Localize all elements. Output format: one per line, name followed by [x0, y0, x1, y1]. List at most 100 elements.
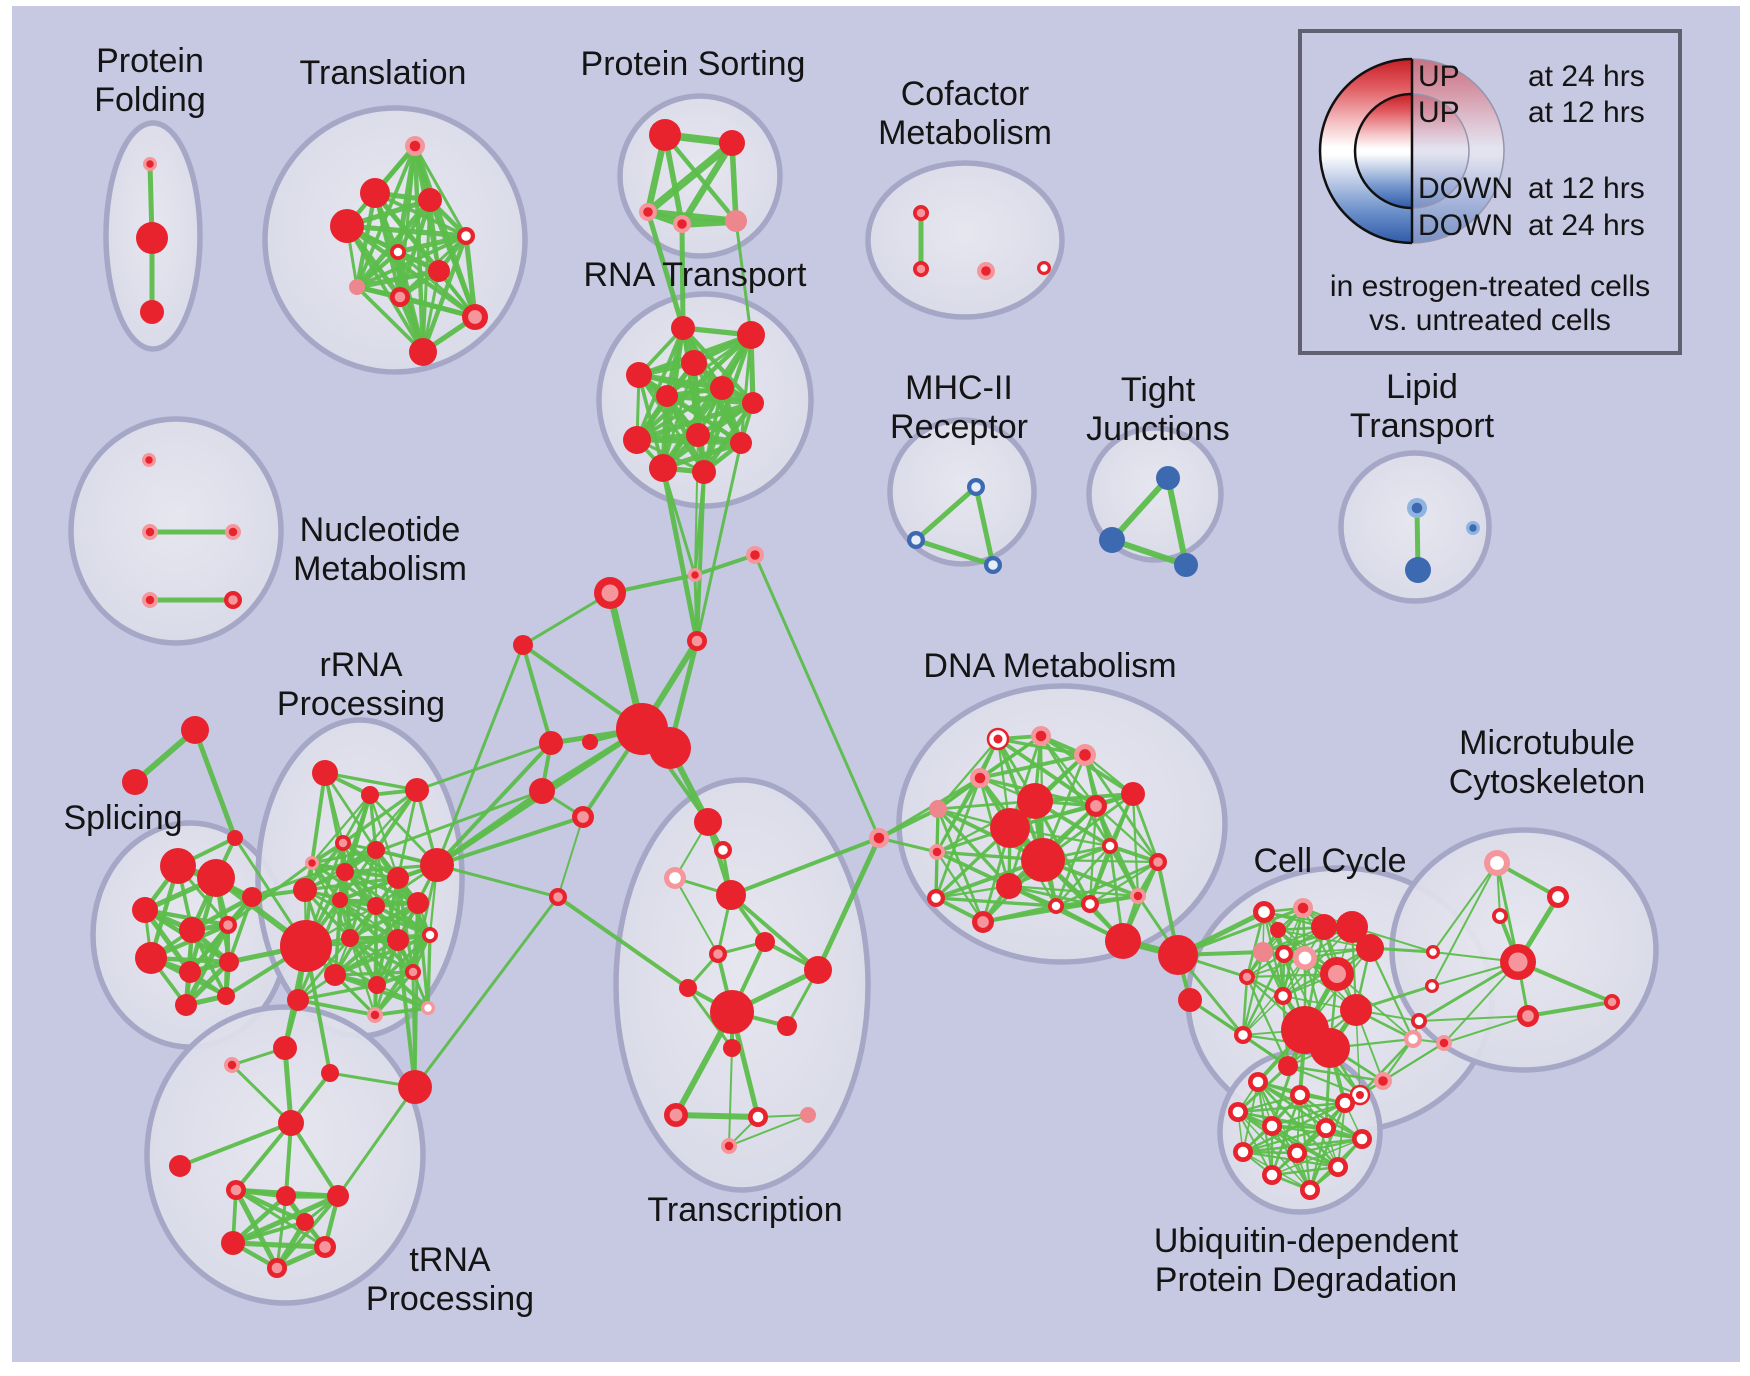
edge [1241, 950, 1265, 1037]
node-core [145, 456, 153, 464]
node-core [1297, 902, 1309, 914]
edge [344, 223, 478, 320]
node-core [971, 482, 981, 492]
node-core [1439, 1038, 1449, 1048]
edge [935, 850, 1011, 888]
node-red [420, 848, 454, 882]
cluster-label-trna-processing: Processing [366, 1280, 534, 1318]
node-core [981, 266, 991, 276]
cluster-label-ubiquitin-degradation: Ubiquitin-dependent [1154, 1222, 1459, 1260]
node-red [755, 932, 775, 952]
legend-caption-line-2: vs. untreated cells [1369, 304, 1611, 337]
node-core [461, 231, 471, 241]
edge [679, 221, 686, 331]
edge [635, 326, 685, 442]
node-red [221, 1231, 245, 1255]
node-core [393, 247, 403, 257]
node-red [332, 892, 348, 908]
edge [936, 807, 985, 924]
node-red [1021, 838, 1065, 882]
node-red [582, 734, 598, 750]
node-red [227, 830, 243, 846]
node-red [330, 209, 364, 243]
edge [1431, 862, 1498, 987]
legend: UP at 24 hrs UP at 12 hrs DOWN at 12 hrs DOWN a… [1298, 29, 1682, 355]
node-red [321, 1064, 339, 1082]
edge [1418, 1015, 1529, 1022]
node-core [1408, 1034, 1418, 1044]
node-red [428, 260, 450, 282]
node-red [287, 989, 309, 1011]
node-blue [1156, 466, 1180, 490]
node-core [1298, 951, 1312, 965]
edge [373, 970, 415, 1017]
edge [296, 983, 379, 1002]
cluster-label-dna-metabolism: DNA Metabolism [923, 647, 1176, 685]
edge [396, 788, 419, 880]
edge [1237, 1111, 1311, 1191]
node-core [1153, 857, 1163, 867]
node-pink [1253, 942, 1273, 962]
cluster-label-rna-transport: RNA Transport [584, 256, 808, 294]
edge [310, 793, 372, 865]
edge [1039, 734, 1112, 848]
legend-time-label-3: at 24 hrs [1528, 209, 1645, 242]
cluster-label-rrna-processing: Processing [277, 685, 445, 723]
node-red [996, 873, 1022, 899]
node-core [677, 219, 687, 229]
node-core [669, 1108, 683, 1122]
edge [935, 850, 985, 924]
node-core [230, 1184, 242, 1196]
node-core [468, 310, 482, 324]
node-core [1429, 948, 1437, 956]
node-red [671, 316, 695, 340]
edge [728, 1047, 733, 1147]
edge [728, 1114, 809, 1147]
node-red [360, 178, 390, 208]
nodes-layer [122, 119, 1620, 1278]
node-core [577, 811, 589, 823]
node-core [1242, 972, 1252, 982]
edge [413, 901, 420, 1089]
node-red [737, 321, 765, 349]
node-core [1355, 1090, 1365, 1100]
edge [637, 373, 755, 405]
node-core [988, 560, 998, 570]
node-core [1327, 964, 1347, 984]
edge [1443, 961, 1519, 1044]
edge [415, 741, 553, 792]
edge [729, 140, 739, 224]
legend-inner-right-arc [1411, 93, 1470, 209]
node-pink [800, 1107, 816, 1123]
node-red [623, 426, 651, 454]
node-red [686, 423, 710, 447]
edge [913, 537, 996, 568]
node-core [1522, 1010, 1534, 1022]
edge [934, 896, 1058, 908]
edge [435, 643, 525, 867]
edge [348, 901, 420, 940]
node-blue [1174, 553, 1198, 577]
node-red [649, 119, 681, 151]
edge [1246, 907, 1304, 978]
legend-right-half-fade [1412, 59, 1504, 243]
node-red [387, 929, 409, 951]
node-red [1310, 1028, 1350, 1068]
edge [231, 1220, 307, 1245]
node-red [280, 920, 332, 972]
edge [1245, 975, 1290, 1068]
node-core [911, 535, 921, 545]
node-core [1495, 911, 1505, 921]
cluster-label-translation: Translation [300, 54, 467, 92]
edge [1241, 975, 1249, 1037]
node-red [679, 979, 697, 997]
node-red [367, 897, 385, 915]
node-red [656, 385, 678, 407]
edge [673, 1112, 761, 1120]
cluster-label-microtubule-cytoskeleton: Microtubule [1459, 724, 1635, 762]
node-red [336, 863, 354, 881]
node-red [1017, 783, 1053, 819]
node-core [931, 893, 941, 903]
edge [1236, 1093, 1302, 1114]
